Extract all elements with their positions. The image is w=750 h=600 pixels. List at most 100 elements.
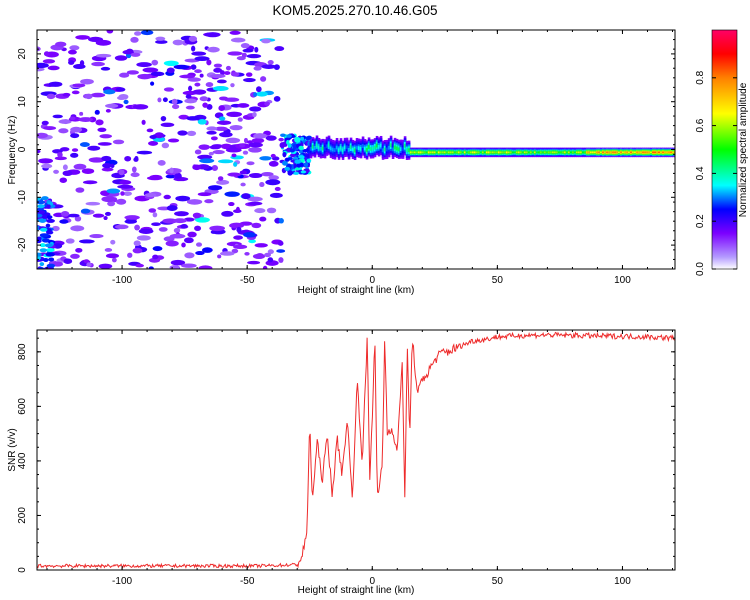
noise-blob <box>194 149 202 155</box>
tone-cell <box>577 151 581 154</box>
noise-blob <box>191 51 207 56</box>
tone-cell <box>603 151 607 154</box>
tone-cell <box>331 147 335 152</box>
tone-cell <box>401 147 405 152</box>
noise-blob <box>219 251 235 256</box>
noise-blob <box>209 74 226 79</box>
tone-cell <box>539 151 543 154</box>
noise-blob <box>155 36 166 41</box>
noise-blob <box>184 252 195 259</box>
noise-blob <box>97 127 107 132</box>
tone-cell <box>369 147 373 151</box>
noise-blob <box>104 248 113 252</box>
colorbar-tick-label: 0.8 <box>695 70 706 84</box>
noise-blob <box>269 192 283 198</box>
tone-cell <box>423 151 427 154</box>
onset-blob <box>303 162 309 168</box>
noise-blob <box>130 52 141 57</box>
snr-x-tick-label: 100 <box>614 576 631 587</box>
noise-blob <box>230 72 240 77</box>
noise-blob <box>118 169 125 176</box>
noise-blob <box>43 51 50 57</box>
tone-cell <box>659 151 663 154</box>
tone-cell <box>311 144 315 149</box>
noise-blob <box>95 119 104 126</box>
tone-cell <box>591 151 595 154</box>
noise-blob <box>111 257 117 263</box>
noise-blob <box>41 214 48 219</box>
tone-cell <box>673 151 675 154</box>
noise-blob <box>268 160 279 167</box>
onset-blob <box>286 134 292 138</box>
tone-cell <box>317 145 321 150</box>
noise-blob <box>195 251 205 256</box>
noise-blob <box>105 103 119 108</box>
noise-blob <box>225 137 241 144</box>
noise-blob <box>167 138 180 143</box>
tone-cell <box>483 151 487 154</box>
onset-blob <box>294 167 300 171</box>
tone-cell <box>457 151 461 154</box>
noise-blob <box>72 83 86 88</box>
noise-blob <box>71 90 80 95</box>
colorbar-tick-label: 0.0 <box>695 262 706 276</box>
noise-blob <box>155 40 168 44</box>
noise-blob <box>119 72 130 78</box>
tone-cell <box>337 148 341 153</box>
noise-blob <box>162 97 168 103</box>
noise-blob <box>223 71 231 75</box>
noise-blob <box>37 218 47 223</box>
tone-cell <box>489 151 493 154</box>
tone-cell <box>459 151 463 154</box>
tone-cell <box>357 146 361 151</box>
noise-blob <box>173 173 182 179</box>
noise-blob <box>246 161 255 166</box>
noise-blob <box>216 79 227 84</box>
spectrogram-y-tick-label: -10 <box>17 190 28 205</box>
tone-cell <box>315 143 319 147</box>
noise-blob <box>157 159 166 166</box>
noise-blob <box>39 262 45 267</box>
snr-x-tick-label: 0 <box>369 576 375 587</box>
noise-blob <box>126 48 134 54</box>
noise-blob <box>213 63 223 68</box>
noise-blob <box>233 161 238 167</box>
noise-blob <box>165 240 179 247</box>
tone-cell <box>567 151 571 154</box>
onset-blob <box>285 157 290 162</box>
tone-cell <box>425 151 429 154</box>
noise-blob <box>178 114 190 120</box>
noise-blob <box>62 164 68 171</box>
tone-cell <box>411 151 415 154</box>
noise-blob <box>267 257 274 263</box>
noise-blob <box>131 166 137 173</box>
snr-y-tick-label: 200 <box>17 507 28 524</box>
tone-cell <box>359 146 363 151</box>
noise-blob <box>188 85 193 92</box>
noise-blob <box>80 208 91 214</box>
noise-blob <box>255 91 268 97</box>
tone-cell <box>571 151 575 154</box>
noise-blob <box>48 257 55 262</box>
tone-cell <box>617 151 621 154</box>
noise-blob <box>41 238 51 243</box>
noise-blob <box>132 247 143 254</box>
noise-blob <box>83 259 90 264</box>
spectrogram-y-tick-label: 0 <box>17 146 28 152</box>
tone-cell <box>569 151 573 154</box>
tone-cell <box>595 151 599 154</box>
onset-blob <box>306 158 312 163</box>
tone-cell <box>633 151 637 154</box>
noise-blob <box>261 171 274 177</box>
tone-cell <box>467 151 471 154</box>
noise-blob <box>95 53 112 58</box>
noise-blob <box>41 163 53 169</box>
colorbar-tick-label: 0.6 <box>695 118 706 132</box>
noise-blob <box>231 153 237 158</box>
noise-blob <box>44 243 54 248</box>
noise-blob <box>278 218 284 224</box>
noise-blob <box>243 137 248 144</box>
noise-blob <box>188 35 198 42</box>
noise-blob <box>82 180 98 185</box>
